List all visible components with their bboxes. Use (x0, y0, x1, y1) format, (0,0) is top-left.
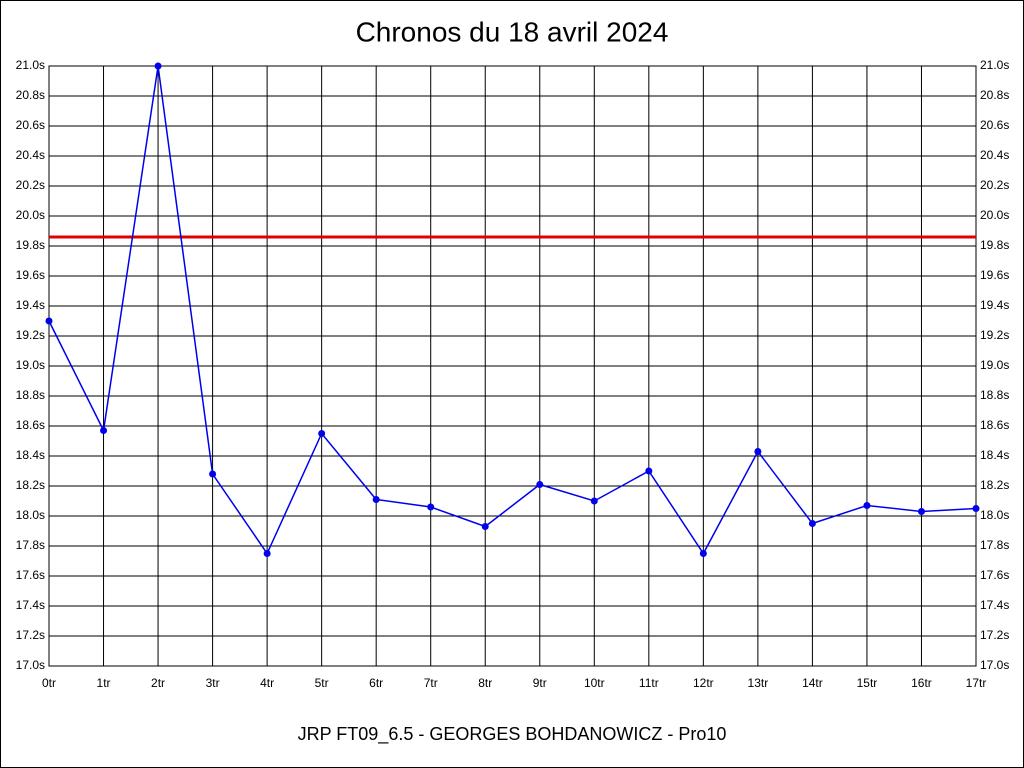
x-tick-label: 2tr (151, 676, 165, 690)
data-point (645, 467, 653, 475)
data-point (808, 520, 816, 527)
y2-tick-label: 17.0s (980, 658, 1009, 672)
y-tick-label: 18.6s (16, 418, 45, 432)
data-point (917, 508, 925, 515)
y-tick-label: 19.0s (16, 358, 45, 372)
data-point (536, 481, 544, 488)
series-line (48, 65, 977, 556)
data-point (754, 448, 762, 455)
y-tick-label: 18.2s (16, 478, 45, 492)
y2-tick-label: 20.2s (980, 178, 1009, 192)
y2-tick-label: 17.4s (980, 598, 1009, 612)
x-tick-label: 12tr (693, 676, 714, 690)
data-point (45, 317, 53, 325)
data-point (154, 62, 162, 70)
y2-tick-label: 18.2s (980, 478, 1009, 492)
y-tick-label: 18.8s (16, 388, 45, 402)
y-tick-label: 18.0s (16, 508, 45, 522)
x-tick-label: 6tr (369, 676, 383, 690)
data-point (209, 470, 217, 478)
y-tick-label: 18.4s (16, 448, 45, 462)
y-tick-label: 19.8s (16, 238, 45, 252)
x-axis-label: JRP FT09_6.5 - GEORGES BOHDANOWICZ - Pro… (298, 724, 727, 745)
y2-tick-label: 20.4s (980, 148, 1009, 162)
data-point (972, 505, 980, 512)
x-tick-label: 17tr (966, 676, 987, 690)
y-tick-label: 17.0s (16, 658, 45, 672)
y-tick-label: 19.2s (16, 328, 45, 342)
x-tick-label: 1tr (97, 676, 111, 690)
y-tick-label: 20.6s (16, 118, 45, 132)
chart-title: Chronos du 18 avril 2024 (356, 16, 669, 47)
y-tick-label: 17.2s (16, 628, 45, 642)
y-tick-label: 20.4s (16, 148, 45, 162)
y2-tick-label: 20.8s (980, 88, 1009, 102)
x-tick-label: 7tr (424, 676, 438, 690)
x-tick-label: 0tr (42, 676, 56, 690)
data-point (372, 496, 380, 503)
y-tick-label: 21.0s (16, 58, 45, 72)
data-point (100, 427, 108, 434)
y2-tick-label: 19.4s (980, 298, 1009, 312)
y2-tick-label: 19.8s (980, 238, 1009, 252)
x-tick-label: 8tr (478, 676, 492, 690)
data-point (263, 550, 271, 557)
x-tick-label: 14tr (802, 676, 823, 690)
x-tick-label: 13tr (748, 676, 769, 690)
x-tick-label: 15tr (857, 676, 878, 690)
x-tick-label: 11tr (639, 676, 659, 690)
y2-tick-label: 17.8s (980, 538, 1009, 552)
y2-tick-label: 18.0s (980, 508, 1009, 522)
y-tick-label: 20.2s (16, 178, 45, 192)
x-tick-label: 4tr (260, 676, 274, 690)
y2-tick-label: 17.6s (980, 568, 1009, 582)
y2-tick-label: 18.4s (980, 448, 1009, 462)
y-tick-label: 20.0s (16, 208, 45, 222)
x-tick-label: 9tr (533, 676, 547, 690)
x-tick-label: 10tr (584, 676, 605, 690)
x-tick-label: 5tr (315, 676, 329, 690)
data-point (427, 503, 435, 511)
y2-tick-label: 20.0s (980, 208, 1009, 222)
y-tick-label: 19.4s (16, 298, 45, 312)
y2-tick-label: 21.0s (980, 58, 1009, 72)
y2-tick-label: 17.2s (980, 628, 1009, 642)
y-tick-label: 17.8s (16, 538, 45, 552)
y2-tick-label: 18.8s (980, 388, 1009, 402)
y-tick-label: 17.6s (16, 568, 45, 582)
y2-tick-label: 19.0s (980, 358, 1009, 372)
y-tick-label: 19.6s (16, 268, 45, 282)
data-point (318, 430, 326, 437)
data-point (863, 502, 871, 509)
data-point (481, 523, 489, 530)
data-point (699, 550, 707, 557)
y-tick-label: 17.4s (16, 598, 45, 612)
y2-tick-label: 20.6s (980, 118, 1009, 132)
plot-border (48, 65, 977, 667)
x-tick-label: 16tr (911, 676, 932, 690)
y2-tick-label: 19.6s (980, 268, 1009, 282)
x-tick-label: 3tr (206, 676, 220, 690)
data-point (590, 497, 598, 505)
y2-tick-label: 18.6s (980, 418, 1009, 432)
y2-tick-label: 19.2s (980, 328, 1009, 342)
y-tick-label: 20.8s (16, 88, 45, 102)
